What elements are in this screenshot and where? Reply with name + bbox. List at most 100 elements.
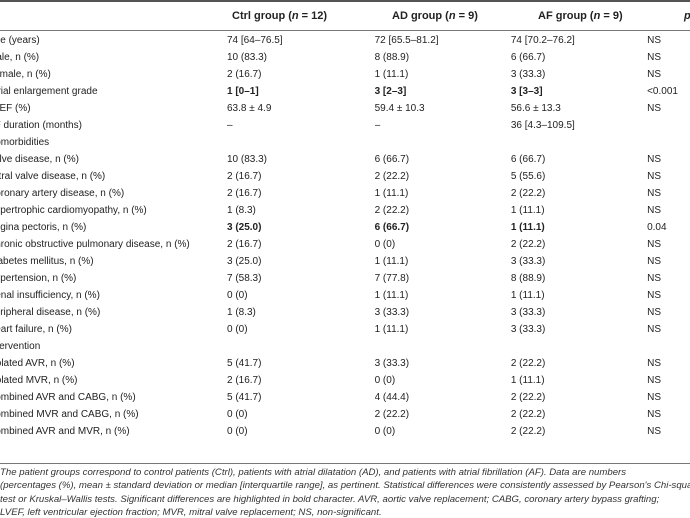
- af-value: 6 (66.7): [510, 52, 546, 63]
- table-row: Combined AVR and CABG, n (%) 5 (41.7) 4 (4…: [0, 389, 678, 406]
- p-value: NS: [647, 358, 661, 369]
- ctrl-value: –: [226, 120, 233, 131]
- af-value: 6 (66.7): [510, 154, 546, 165]
- af-value: 3 (33.3): [510, 324, 546, 335]
- header-p-value: p: [684, 0, 690, 30]
- row-label: Atrial enlargement grade: [0, 86, 98, 97]
- table-row: Diabetes mellitus, n (%) 3 (25.0) 1 (11.1)…: [0, 253, 678, 270]
- table-row: AF duration (months) – – 36 [4.3–109.5]: [0, 117, 678, 134]
- ctrl-value: 2 (16.7): [226, 171, 262, 182]
- footnote-line: (percentages (%), mean ± standard deviat…: [0, 480, 690, 492]
- af-value: [511, 338, 647, 355]
- row-label: Renal insufficiency, n (%): [0, 290, 100, 301]
- ad-value: 2 (22.2): [374, 409, 410, 420]
- table-row: Peripheral disease, n (%) 1 (8.3) 3 (33.3)…: [0, 304, 678, 321]
- p-value: <0.001: [647, 86, 678, 97]
- af-value: 2 (22.2): [510, 188, 546, 199]
- header-rule: [0, 30, 690, 31]
- p-value: [647, 134, 678, 151]
- ctrl-value: 74 [64–76.5]: [226, 35, 283, 46]
- p-value: NS: [647, 392, 661, 403]
- row-label: Combined AVR and MVR, n (%): [0, 426, 130, 437]
- p-value: NS: [647, 35, 661, 46]
- row-label: Comorbidities: [0, 137, 50, 148]
- af-value: 2 (22.2): [510, 392, 546, 403]
- p-value: [647, 338, 678, 355]
- ctrl-value: 2 (16.7): [226, 188, 262, 199]
- p-value: NS: [647, 171, 661, 182]
- ctrl-value: 0 (0): [226, 290, 248, 301]
- footnote-line: LVEF, left ventricular ejection fraction…: [0, 507, 382, 518]
- p-value: NS: [647, 256, 661, 267]
- af-value: 2 (22.2): [510, 426, 546, 437]
- table-bottom-rule: [0, 463, 690, 464]
- ctrl-value: 1 (8.3): [226, 205, 256, 216]
- p-value: NS: [647, 239, 661, 250]
- table-row: Valve disease, n (%) 10 (83.3) 6 (66.7) 6 (…: [0, 151, 678, 168]
- ctrl-value: 5 (41.7): [226, 358, 262, 369]
- af-value: 3 (33.3): [510, 69, 546, 80]
- row-label: Hypertrophic cardiomyopathy, n (%): [0, 205, 147, 216]
- row-label: Intervention: [0, 341, 41, 352]
- ctrl-value: 2 (16.7): [226, 69, 262, 80]
- ad-value: 59.4 ± 10.3: [374, 103, 425, 114]
- ad-value: 2 (22.2): [374, 205, 410, 216]
- row-label: Combined MVR and CABG, n (%): [0, 409, 139, 420]
- table-row: Hypertension, n (%) 7 (58.3) 7 (77.8) 8 (88…: [0, 270, 678, 287]
- ad-value: 1 (11.1): [374, 290, 409, 301]
- ad-value: 1 (11.1): [374, 256, 409, 267]
- ctrl-value: 0 (0): [226, 324, 248, 335]
- table-row: Atrial enlargement grade 1 [0–1] 3 [2–3] 3 …: [0, 83, 678, 100]
- row-label: Isolated AVR, n (%): [0, 358, 75, 369]
- ad-value: 3 [2–3]: [374, 86, 407, 97]
- af-value: 2 (22.2): [510, 239, 546, 250]
- af-value: 2 (22.2): [510, 409, 546, 420]
- table-footnote: The patient groups correspond to control…: [0, 466, 690, 518]
- ad-value: 4 (44.4): [374, 392, 410, 403]
- footnote-line: The patient groups correspond to control…: [0, 467, 627, 478]
- header-af-group: AF group (n = 9): [538, 10, 623, 22]
- header-ad-group: AD group (n = 9): [392, 10, 478, 22]
- row-label: Female, n (%): [0, 69, 51, 80]
- p-value: NS: [647, 409, 661, 420]
- ctrl-value: 10 (83.3): [226, 154, 268, 165]
- af-value: 56.6 ± 13.3: [510, 103, 561, 114]
- table-row: Mitral valve disease, n (%) 2 (16.7) 2 (22…: [0, 168, 678, 185]
- ctrl-value: 1 (8.3): [226, 307, 256, 318]
- ctrl-value: 7 (58.3): [226, 273, 262, 284]
- row-label: Isolated MVR, n (%): [0, 375, 78, 386]
- row-label: Valve disease, n (%): [0, 154, 79, 165]
- p-value: NS: [647, 205, 661, 216]
- row-label: Diabetes mellitus, n (%): [0, 256, 94, 267]
- ad-value: [375, 134, 511, 151]
- ad-value: 1 (11.1): [374, 188, 409, 199]
- ad-value: 0 (0): [374, 426, 396, 437]
- ad-value: 1 (11.1): [374, 69, 409, 80]
- ctrl-value: 63.8 ± 4.9: [226, 103, 272, 114]
- af-value: 8 (88.9): [510, 273, 546, 284]
- table-row: Combined MVR and CABG, n (%) 0 (0) 2 (22.2…: [0, 406, 678, 423]
- p-value: NS: [647, 188, 661, 199]
- table-row: Male, n (%) 10 (83.3) 8 (88.9) 6 (66.7) NS: [0, 49, 678, 66]
- ad-value: 72 [65.5–81.2]: [374, 35, 439, 46]
- row-label: Peripheral disease, n (%): [0, 307, 101, 318]
- p-value: NS: [647, 69, 661, 80]
- ad-value: 3 (33.3): [374, 358, 410, 369]
- row-label: Hypertension, n (%): [0, 273, 77, 284]
- ad-value: 6 (66.7): [374, 154, 410, 165]
- table-row: Isolated AVR, n (%) 5 (41.7) 3 (33.3) 2 (22…: [0, 355, 678, 372]
- ad-value: –: [374, 120, 381, 131]
- af-value: 5 (55.6): [510, 171, 546, 182]
- row-label: Age (years): [0, 35, 40, 46]
- row-label: Heart failure, n (%): [0, 324, 72, 335]
- table-row: Combined AVR and MVR, n (%) 0 (0) 0 (0) 2 (…: [0, 423, 678, 440]
- af-value: 1 (11.1): [510, 290, 545, 301]
- ad-value: 3 (33.3): [374, 307, 410, 318]
- p-value: 0.04: [647, 222, 667, 233]
- table-row: Intervention: [0, 338, 678, 355]
- table-row: Renal insufficiency, n (%) 0 (0) 1 (11.1) 1…: [0, 287, 678, 304]
- row-label: Angina pectoris, n (%): [0, 222, 87, 233]
- table-row: Isolated MVR, n (%) 2 (16.7) 0 (0) 1 (11.1)…: [0, 372, 678, 389]
- row-label: AF duration (months): [0, 120, 82, 131]
